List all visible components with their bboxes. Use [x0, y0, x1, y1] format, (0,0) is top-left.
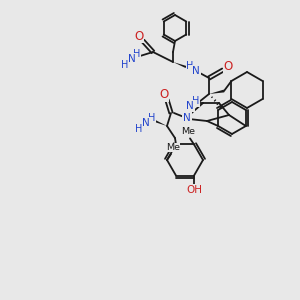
Polygon shape — [154, 120, 167, 126]
Text: H: H — [148, 113, 156, 123]
Text: H: H — [133, 49, 141, 59]
Text: H: H — [186, 61, 194, 71]
Text: H: H — [121, 60, 129, 70]
Text: N: N — [192, 66, 200, 76]
Text: Me: Me — [166, 143, 180, 152]
Text: H: H — [192, 96, 200, 106]
Text: N: N — [186, 101, 194, 111]
Polygon shape — [209, 90, 224, 94]
Text: O: O — [224, 59, 232, 73]
Text: N: N — [142, 118, 150, 128]
Text: O: O — [159, 88, 169, 101]
Text: H: H — [135, 124, 143, 134]
Text: OH: OH — [186, 184, 202, 195]
Text: N: N — [128, 54, 136, 64]
Text: Me: Me — [181, 128, 195, 136]
Text: O: O — [134, 29, 144, 43]
Text: N: N — [183, 113, 191, 123]
Polygon shape — [173, 62, 186, 68]
